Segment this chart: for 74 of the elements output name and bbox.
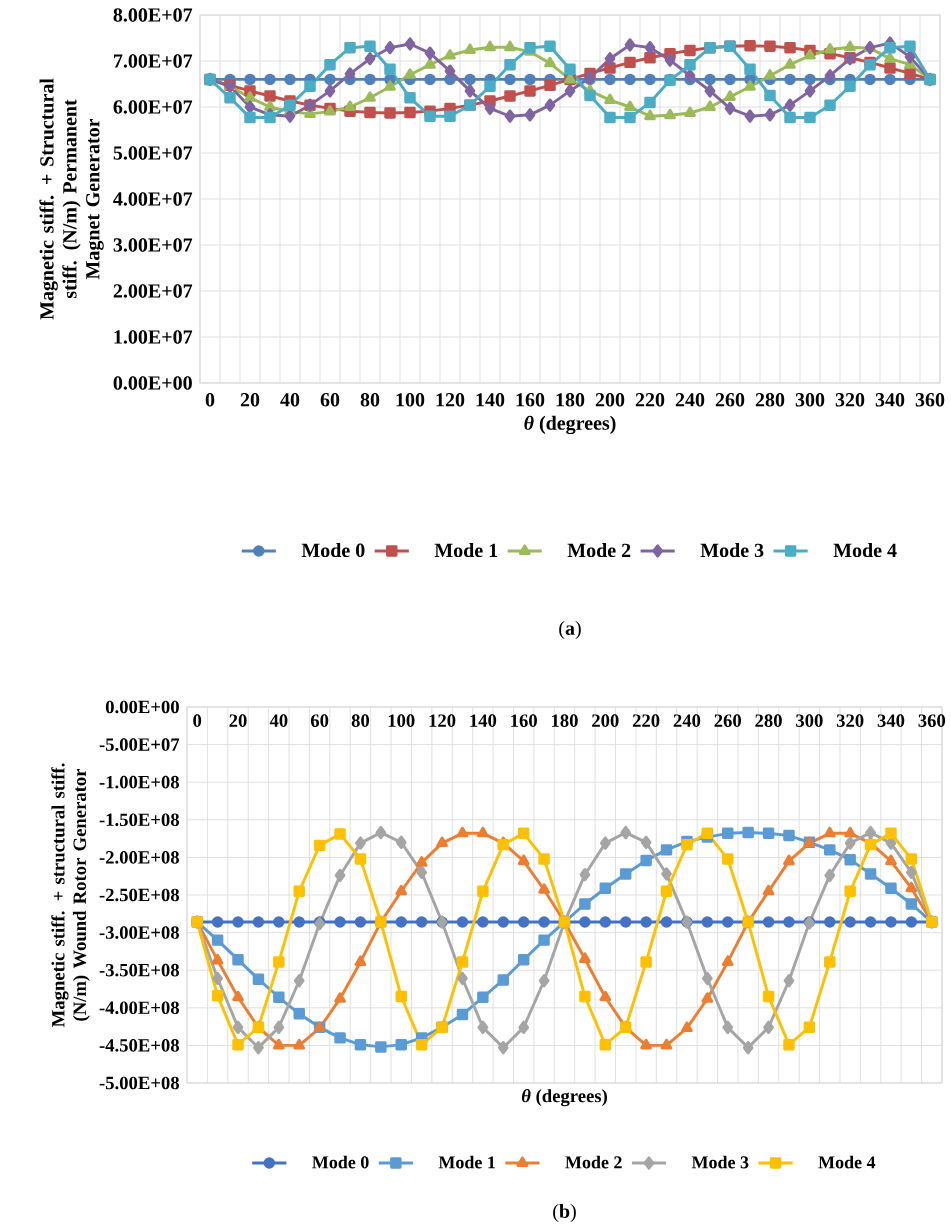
legend-label: Mode 1 <box>434 543 498 558</box>
x-tick-label: 280 <box>755 714 782 727</box>
text: (b) <box>553 1203 576 1223</box>
x-tick-label: 20 <box>240 393 260 407</box>
x-tick-label: 160 <box>511 714 537 727</box>
legend-label: Mode 1 <box>438 1155 495 1169</box>
y-tick-label: -5.00E+07 <box>99 738 180 751</box>
x-tick-label: 260 <box>714 714 742 727</box>
x-tick-label: 60 <box>320 393 340 407</box>
x-tick-label: 120 <box>436 393 465 407</box>
y-tick-label: -4.00E+08 <box>99 1001 180 1015</box>
y-axis-title: Magnetic stiff. + Structural stiff. (N/m) Permanent Magnet Generator <box>39 78 104 320</box>
x-axis-title: θ (degrees) <box>524 415 616 435</box>
y-tick-label: 3.00E+07 <box>113 238 193 252</box>
x-tick-label: 180 <box>552 714 578 727</box>
legend-label: Mode 2 <box>567 543 631 558</box>
x-tick-label: 320 <box>835 393 865 407</box>
x-tick-label: 140 <box>470 714 497 727</box>
x-tick-label: 60 <box>310 714 329 727</box>
x-tick-label: 120 <box>429 714 456 727</box>
y-tick-label: -2.00E+08 <box>99 851 180 864</box>
x-tick-label: 40 <box>269 714 288 727</box>
x-tick-label: 220 <box>635 393 665 407</box>
x-axis-title: θ (degrees) <box>521 1089 607 1107</box>
x-tick-label: 280 <box>755 393 785 407</box>
y-tick-label: 5.00E+07 <box>113 146 193 160</box>
x-tick-label: 80 <box>360 393 380 407</box>
x-tick-label: 300 <box>796 714 823 727</box>
x-tick-label: 0 <box>193 714 202 727</box>
y-tick-label: -1.00E+08 <box>99 775 180 789</box>
y-tick-label: -1.50E+08 <box>99 813 180 827</box>
x-tick-label: 360 <box>918 714 946 727</box>
legend-label: Mode 2 <box>565 1155 622 1169</box>
x-tick-label: 200 <box>592 714 619 727</box>
y-tick-label: -3.50E+08 <box>99 963 180 977</box>
x-tick-label: 180 <box>556 393 585 407</box>
x-tick-label: 160 <box>516 393 545 407</box>
x-tick-label: 240 <box>675 393 705 407</box>
x-tick-label: 100 <box>396 393 425 407</box>
legend-label: Mode 4 <box>818 1155 876 1169</box>
x-tick-label: 80 <box>351 714 370 727</box>
x-tick-label: 340 <box>877 714 905 727</box>
legend-label: Mode 3 <box>700 543 764 558</box>
x-tick-label: 100 <box>388 714 415 727</box>
y-axis-title: Magnetic stiff. + structural stiff. (N/m) Wound Rotor Generator <box>51 763 90 1027</box>
x-tick-label: 260 <box>715 393 745 407</box>
x-tick-label: 20 <box>229 714 247 727</box>
y-tick-label: -3.00E+08 <box>99 926 180 939</box>
legend-label: Mode 0 <box>301 543 365 558</box>
x-tick-label: 320 <box>836 714 864 727</box>
x-tick-label: 360 <box>915 393 945 407</box>
text: (a) <box>559 620 581 640</box>
y-tick-label: -2.50E+08 <box>99 888 180 902</box>
y-tick-label: 6.00E+07 <box>113 100 193 114</box>
x-tick-label: 40 <box>280 393 300 407</box>
y-tick-label: 1.00E+07 <box>114 330 193 344</box>
legend-label: Mode 0 <box>312 1155 369 1169</box>
legend-label: Mode 4 <box>833 543 897 558</box>
x-tick-label: 200 <box>595 393 625 407</box>
x-tick-label: 140 <box>476 393 505 407</box>
y-tick-label: 4.00E+07 <box>113 192 193 206</box>
y-tick-label: -4.50E+08 <box>99 1039 180 1052</box>
y-tick-label: 7.00E+07 <box>114 54 193 68</box>
x-tick-label: 340 <box>875 393 905 407</box>
y-tick-label: 0.00E+00 <box>113 376 192 390</box>
x-tick-label: 300 <box>795 393 825 407</box>
x-tick-label: 0 <box>205 393 215 407</box>
y-tick-label: 0.00E+00 <box>105 700 179 714</box>
x-tick-label: 220 <box>632 714 660 727</box>
y-tick-label: -5.00E+08 <box>99 1076 180 1090</box>
x-tick-label: 240 <box>673 714 701 727</box>
y-tick-label: 8.00E+07 <box>113 8 193 22</box>
legend-label: Mode 3 <box>691 1155 749 1169</box>
y-tick-label: 2.00E+07 <box>113 284 193 298</box>
